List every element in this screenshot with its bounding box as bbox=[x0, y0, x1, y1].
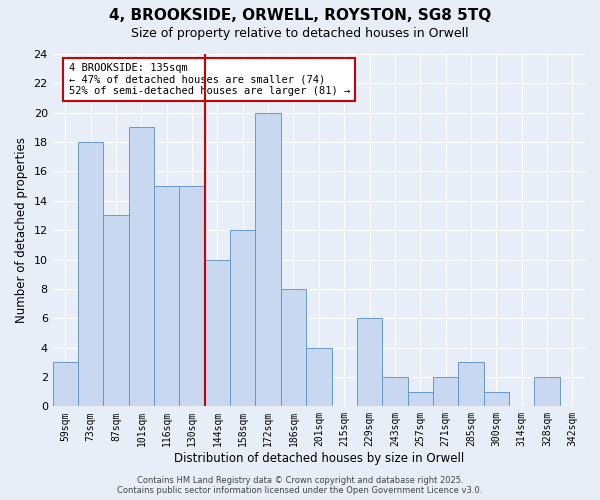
Bar bbox=[484, 392, 509, 406]
Bar bbox=[205, 260, 230, 406]
Bar bbox=[407, 392, 433, 406]
Bar bbox=[78, 142, 103, 406]
Bar bbox=[256, 112, 281, 406]
Bar bbox=[382, 377, 407, 406]
Bar bbox=[53, 362, 78, 406]
Bar bbox=[535, 377, 560, 406]
Bar bbox=[357, 318, 382, 406]
Text: 4 BROOKSIDE: 135sqm
← 47% of detached houses are smaller (74)
52% of semi-detach: 4 BROOKSIDE: 135sqm ← 47% of detached ho… bbox=[68, 63, 350, 96]
Bar bbox=[179, 186, 205, 406]
Bar bbox=[306, 348, 332, 406]
Bar bbox=[154, 186, 179, 406]
Text: Size of property relative to detached houses in Orwell: Size of property relative to detached ho… bbox=[131, 28, 469, 40]
Bar bbox=[230, 230, 256, 406]
Bar bbox=[129, 128, 154, 406]
Bar bbox=[281, 289, 306, 406]
Bar bbox=[103, 216, 129, 406]
Text: 4, BROOKSIDE, ORWELL, ROYSTON, SG8 5TQ: 4, BROOKSIDE, ORWELL, ROYSTON, SG8 5TQ bbox=[109, 8, 491, 22]
X-axis label: Distribution of detached houses by size in Orwell: Distribution of detached houses by size … bbox=[174, 452, 464, 465]
Bar bbox=[458, 362, 484, 406]
Text: Contains HM Land Registry data © Crown copyright and database right 2025.
Contai: Contains HM Land Registry data © Crown c… bbox=[118, 476, 482, 495]
Bar bbox=[433, 377, 458, 406]
Y-axis label: Number of detached properties: Number of detached properties bbox=[15, 137, 28, 323]
